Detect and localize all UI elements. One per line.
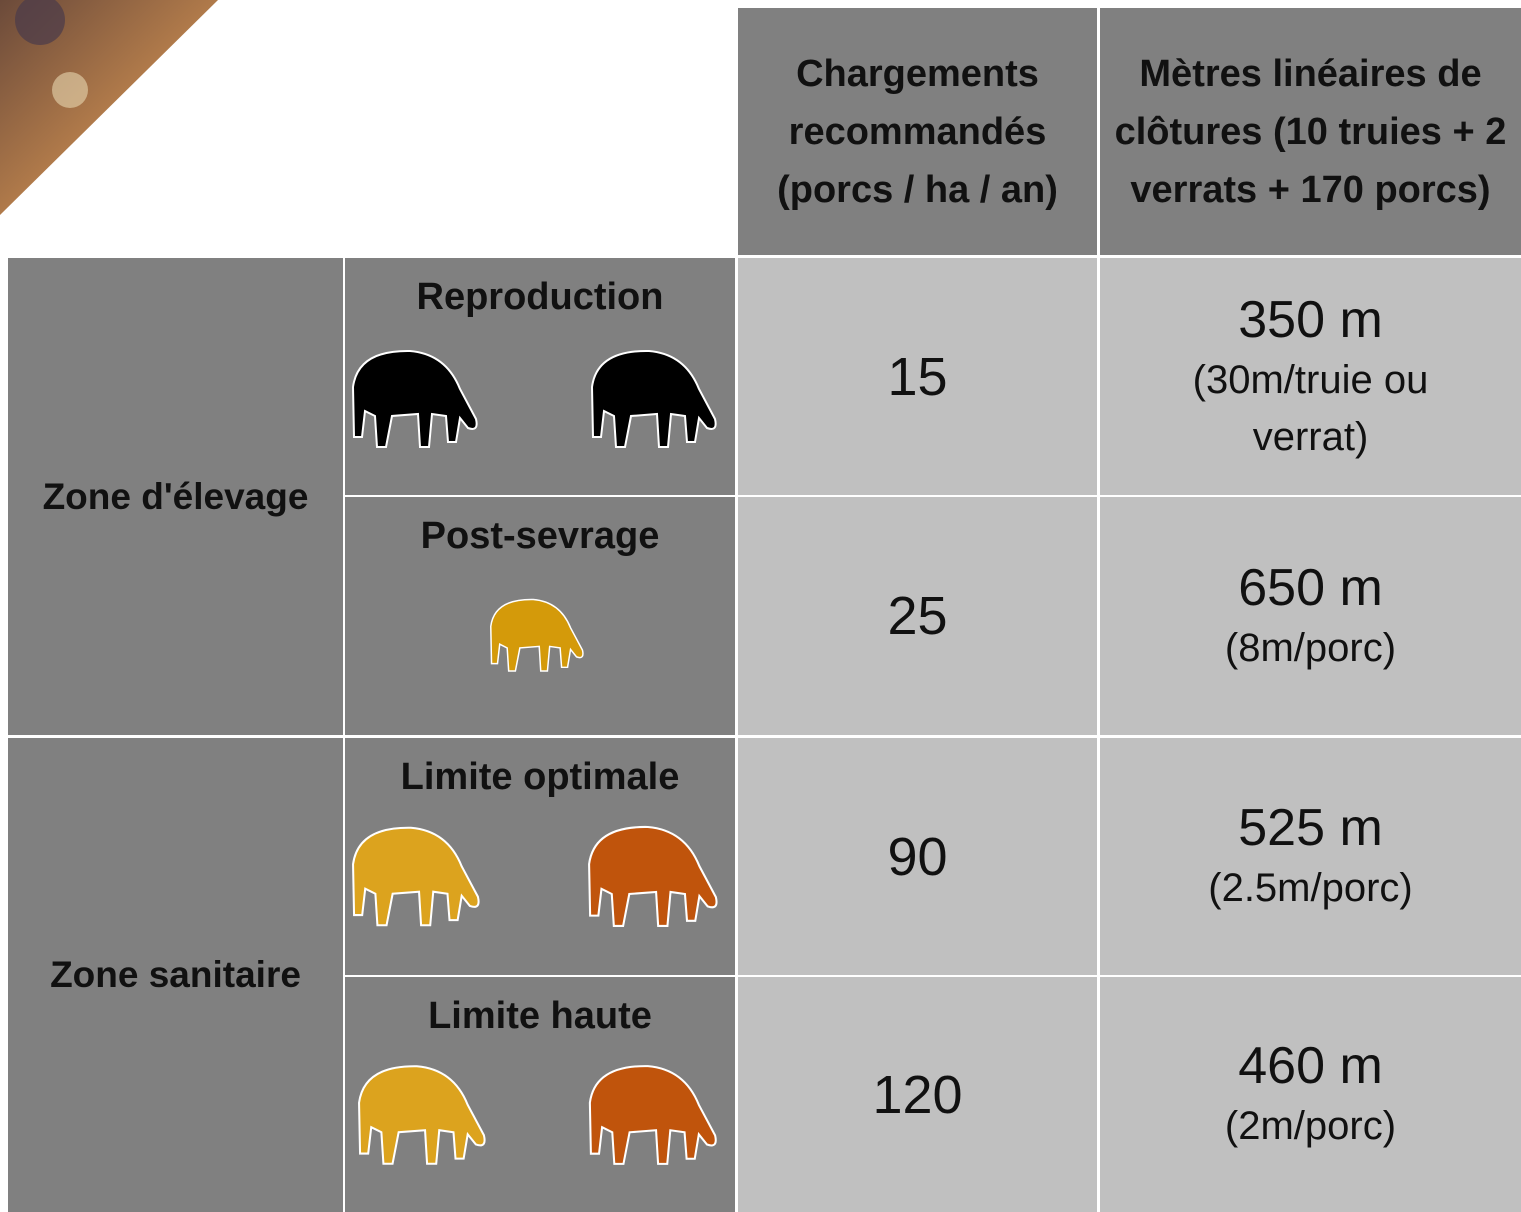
fence-cell: 460 m (2m/porc) bbox=[1100, 977, 1521, 1212]
fence-cell: 650 m (8m/porc) bbox=[1100, 497, 1521, 735]
fence-length: 650 m bbox=[1238, 556, 1383, 620]
stocking: 15 bbox=[738, 258, 1097, 495]
fence-note: (30m/truie ou verrat) bbox=[1100, 352, 1521, 466]
stocking: 90 bbox=[738, 738, 1097, 975]
fence-length: 525 m bbox=[1238, 796, 1383, 860]
row-label: Post-sevrage bbox=[345, 497, 735, 735]
fence-cell: 350 m (30m/truie ou verrat) bbox=[1100, 258, 1521, 495]
fence-length: 460 m bbox=[1238, 1034, 1383, 1098]
row-label: Reproduction bbox=[345, 258, 735, 495]
row-label: Limite haute bbox=[345, 977, 735, 1212]
page: Chargements recommandés (porcs / ha / an… bbox=[0, 0, 1521, 1212]
fence-length: 350 m bbox=[1238, 288, 1383, 352]
header-stocking: Chargements recommandés (porcs / ha / an… bbox=[738, 8, 1097, 255]
fence-note: (2m/porc) bbox=[1185, 1098, 1436, 1155]
fence-note: (8m/porc) bbox=[1185, 620, 1436, 677]
row-label: Limite optimale bbox=[345, 738, 735, 975]
header-fence: Mètres linéaires de clôtures (10 truies … bbox=[1100, 8, 1521, 255]
stocking: 120 bbox=[738, 977, 1097, 1212]
fence-note: (2.5m/porc) bbox=[1168, 860, 1453, 917]
stocking: 25 bbox=[738, 497, 1097, 735]
corner-photo bbox=[0, 0, 220, 215]
zone-label: Zone sanitaire bbox=[8, 738, 343, 1212]
zone-label: Zone d'élevage bbox=[8, 258, 343, 735]
fence-cell: 525 m (2.5m/porc) bbox=[1100, 738, 1521, 975]
